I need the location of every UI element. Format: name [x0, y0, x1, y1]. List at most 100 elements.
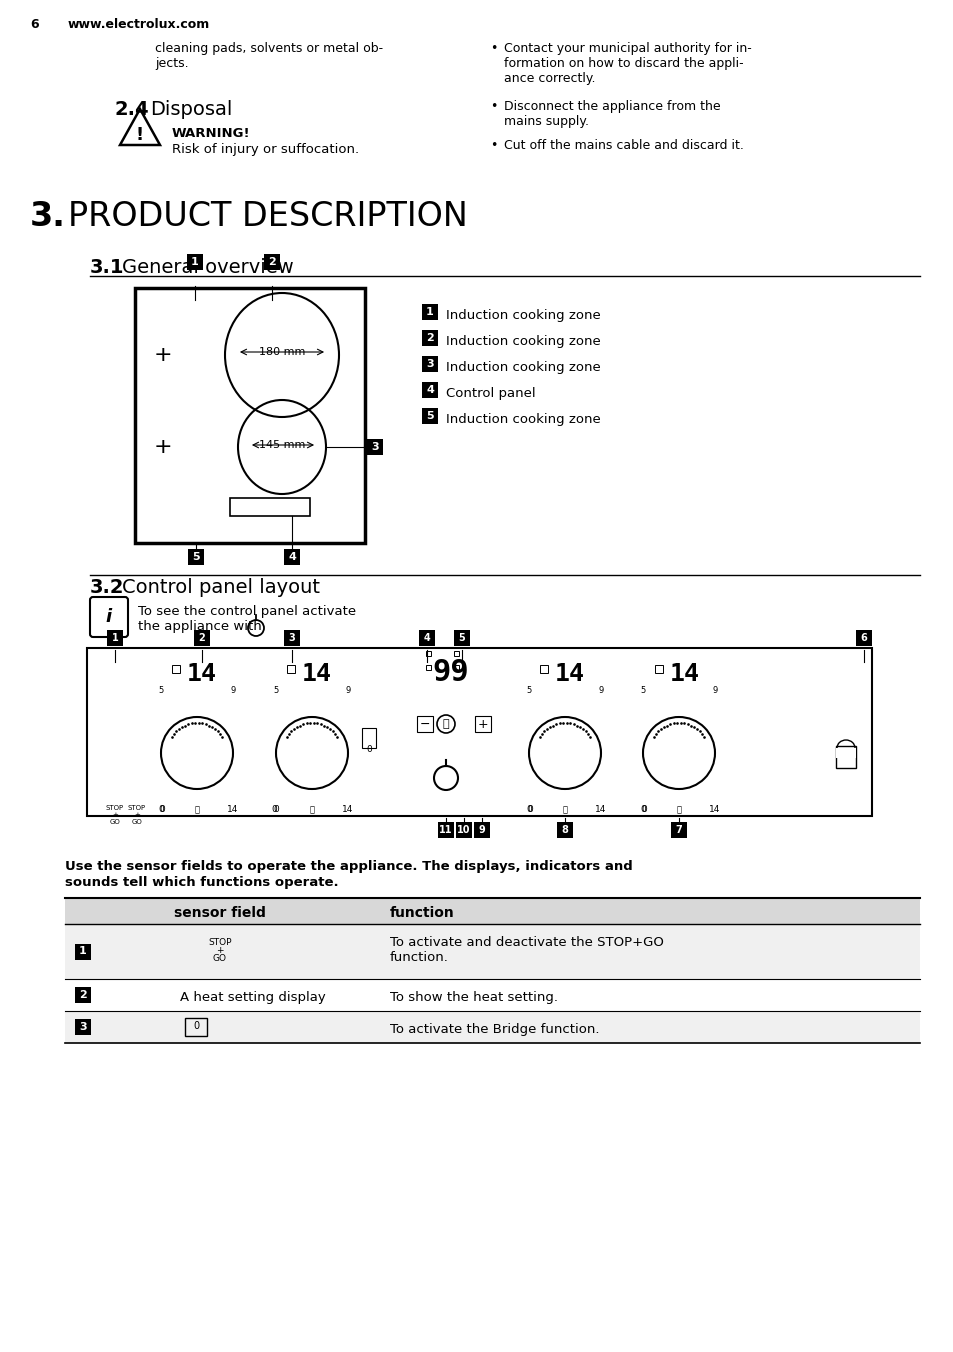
Text: function: function	[390, 906, 455, 919]
Bar	[454, 665, 458, 671]
Text: 0: 0	[158, 804, 164, 814]
Bar	[65, 923, 919, 979]
Bar	[421, 304, 437, 320]
Bar	[193, 630, 210, 646]
Text: STOP
+
GO: STOP + GO	[106, 804, 124, 825]
Text: 3.2: 3.2	[90, 579, 125, 598]
Bar	[670, 822, 686, 838]
Text: 1: 1	[79, 946, 87, 956]
Bar	[437, 822, 454, 838]
Text: sensor field: sensor field	[173, 906, 266, 919]
Text: cleaning pads, solvents or metal ob-: cleaning pads, solvents or metal ob-	[154, 42, 383, 55]
Text: PRODUCT DESCRIPTION: PRODUCT DESCRIPTION	[68, 200, 467, 233]
Bar	[426, 665, 431, 671]
Text: 2: 2	[268, 257, 275, 266]
Bar	[65, 979, 919, 1011]
Text: 5: 5	[274, 685, 278, 695]
Text: 0: 0	[639, 804, 645, 814]
Bar	[655, 665, 662, 673]
Bar	[474, 822, 490, 838]
Text: sounds tell which functions operate.: sounds tell which functions operate.	[65, 876, 338, 890]
Text: Use the sensor fields to operate the appliance. The displays, indicators and: Use the sensor fields to operate the app…	[65, 860, 632, 873]
Text: 3: 3	[79, 1022, 87, 1032]
Text: 5: 5	[639, 685, 645, 695]
Text: ance correctly.: ance correctly.	[503, 72, 595, 85]
Bar	[454, 630, 470, 646]
Text: 3: 3	[371, 442, 378, 452]
Text: 6: 6	[860, 633, 866, 644]
Bar	[361, 727, 375, 748]
Bar	[475, 717, 491, 731]
Text: 0: 0	[525, 804, 532, 814]
Text: 6: 6	[30, 18, 38, 31]
Bar	[456, 822, 472, 838]
Bar	[75, 987, 91, 1003]
Bar	[172, 665, 180, 673]
Text: 14: 14	[669, 662, 700, 685]
Text: 0: 0	[193, 1021, 199, 1032]
Text: 0: 0	[366, 745, 372, 754]
Text: www.electrolux.com: www.electrolux.com	[68, 18, 210, 31]
Text: 5: 5	[158, 685, 164, 695]
Text: STOP: STOP	[208, 938, 232, 946]
Text: 9: 9	[598, 685, 603, 695]
Text: Induction cooking zone: Induction cooking zone	[446, 412, 600, 426]
Text: 2: 2	[426, 333, 434, 343]
Text: STOP
+
GO: STOP + GO	[128, 804, 146, 825]
Text: 3.: 3.	[30, 200, 66, 233]
Bar	[284, 549, 299, 565]
Text: 0: 0	[640, 804, 646, 814]
Text: 99: 99	[432, 658, 468, 687]
Text: 3: 3	[426, 360, 434, 369]
Text: jects.: jects.	[154, 57, 189, 70]
Text: 9: 9	[230, 685, 235, 695]
Bar	[187, 254, 203, 270]
Bar	[107, 630, 123, 646]
Text: Ⓟ: Ⓟ	[676, 804, 680, 814]
Text: Control panel: Control panel	[446, 387, 535, 399]
Text: Ⓟ: Ⓟ	[194, 804, 199, 814]
Text: To see the control panel activate: To see the control panel activate	[138, 604, 355, 618]
Text: Disposal: Disposal	[150, 100, 233, 119]
Bar	[75, 1019, 91, 1036]
Text: Disconnect the appliance from the: Disconnect the appliance from the	[503, 100, 720, 114]
Text: 7: 7	[675, 825, 681, 836]
Text: 4: 4	[288, 552, 295, 562]
Bar	[421, 383, 437, 397]
Text: 14: 14	[302, 662, 332, 685]
Bar	[557, 822, 573, 838]
Text: Cut off the mains cable and discard it.: Cut off the mains cable and discard it.	[503, 139, 743, 151]
Text: 9: 9	[478, 825, 485, 836]
Text: 4: 4	[423, 633, 430, 644]
Text: A heat setting display: A heat setting display	[180, 991, 325, 1005]
Text: 1: 1	[191, 257, 198, 266]
Text: 14: 14	[342, 804, 354, 814]
Bar	[454, 652, 458, 656]
Text: Ⓟ: Ⓟ	[562, 804, 567, 814]
Bar	[855, 630, 871, 646]
Text: 2.4: 2.4	[115, 100, 150, 119]
Text: 4: 4	[426, 385, 434, 395]
Bar	[188, 549, 204, 565]
Text: Ⓟ: Ⓟ	[309, 804, 314, 814]
Text: +: +	[153, 437, 172, 457]
Text: 9: 9	[345, 685, 351, 695]
Bar	[418, 630, 435, 646]
Bar	[421, 408, 437, 425]
Text: 14: 14	[595, 804, 606, 814]
Text: 14: 14	[227, 804, 238, 814]
Text: 5: 5	[426, 411, 434, 420]
Text: 0: 0	[273, 804, 278, 814]
Text: Induction cooking zone: Induction cooking zone	[446, 334, 600, 347]
Text: •: •	[490, 139, 497, 151]
Text: 14: 14	[187, 662, 216, 685]
Text: 1: 1	[426, 307, 434, 316]
Text: Contact your municipal authority for in-: Contact your municipal authority for in-	[503, 42, 751, 55]
Bar	[367, 439, 382, 456]
Bar	[835, 746, 855, 768]
Text: 2: 2	[79, 990, 87, 1000]
Text: WARNING!: WARNING!	[172, 127, 251, 141]
Bar	[421, 356, 437, 372]
Text: ⌛: ⌛	[442, 719, 449, 729]
Text: 14: 14	[709, 804, 720, 814]
